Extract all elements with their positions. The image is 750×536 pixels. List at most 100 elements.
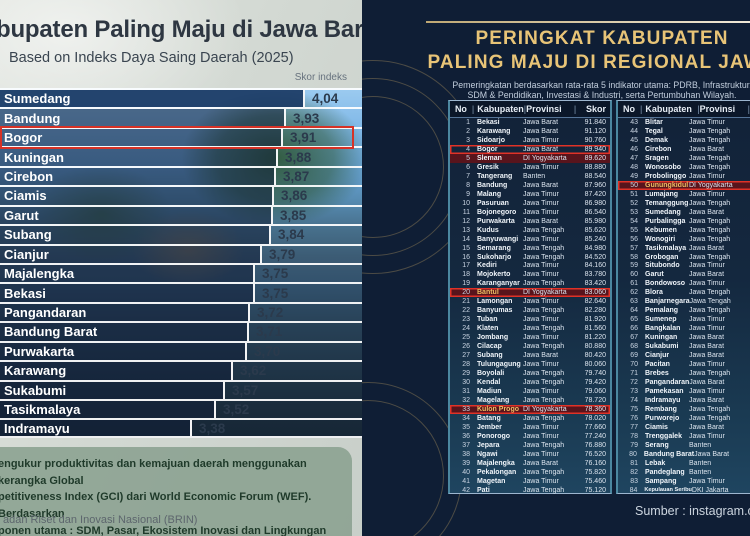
bar-label: Pangandaran [4, 305, 87, 321]
table-row: 39 Majalengka Jawa Barat 76.160 [450, 459, 610, 468]
rank-cell: 69 [630, 352, 638, 360]
chart-row: Bekasi 3,75 [0, 282, 362, 302]
provinsi-cell: Jawa Timur [523, 262, 559, 270]
kabupaten-cell: Sragen [645, 154, 669, 162]
provinsi-cell: Jawa Timur [689, 190, 725, 198]
provinsi-cell: Jawa Tengah [523, 486, 565, 494]
rank-cell: 28 [462, 361, 470, 369]
provinsi-cell: Jawa Tengah [523, 397, 565, 405]
provinsi-cell: Jawa Timur [689, 361, 725, 369]
bar-label: Subang [4, 227, 52, 243]
rank-cell: 36 [462, 432, 470, 440]
rank-cell: 35 [462, 423, 470, 431]
skor-cell: 84.160 [584, 262, 606, 270]
provinsi-cell: Jawa Barat [689, 397, 725, 405]
provinsi-cell: Jawa Tengah [523, 226, 565, 234]
provinsi-cell: Banten [523, 172, 546, 180]
bar-score: 3,79 [269, 246, 296, 262]
kabupaten-cell: Purwakarta [477, 217, 515, 225]
rank-cell: 41 [462, 477, 470, 485]
table-row: 19 Karanganyar Jawa Tengah 83.420 [450, 279, 610, 288]
provinsi-cell: DI Yogyakarta [523, 154, 567, 162]
rank-cell: 17 [462, 262, 470, 270]
table-row: 37 Jepara Jawa Tengah 76.880 [450, 441, 610, 450]
bar-label: Bandung Barat [4, 324, 98, 340]
rank-cell: 77 [630, 423, 638, 431]
provinsi-cell: Jawa Barat [689, 271, 725, 279]
rank-cell: 9 [466, 190, 470, 198]
bar-label: Karawang [4, 363, 67, 379]
provinsi-cell: Jawa Barat [689, 145, 725, 153]
header-cell: Skor [585, 104, 606, 114]
kabupaten-cell: Kudus [477, 226, 499, 234]
provinsi-cell: Jawa Timur [523, 423, 559, 431]
kabupaten-cell: Kulon Progo [477, 405, 519, 413]
rank-cell: 52 [630, 199, 638, 207]
bar-label: Sukabumi [4, 382, 67, 398]
kabupaten-cell: Gresik [477, 163, 499, 171]
provinsi-cell: Jawa Barat [689, 208, 725, 216]
rank-cell: 18 [462, 271, 470, 279]
skor-cell: 79.420 [584, 379, 606, 387]
kabupaten-cell: Sidoarjo [477, 136, 506, 144]
table-row: 40 Pekalongan Jawa Tengah 75.820 [450, 468, 610, 477]
provinsi-cell: Jawa Timur [523, 136, 559, 144]
bar-score: 3,91 [290, 130, 317, 146]
rank-cell: 63 [630, 298, 638, 306]
rank-cell: 23 [462, 316, 470, 324]
kabupaten-cell: Cianjur [645, 352, 670, 360]
kabupaten-cell: Jember [477, 423, 502, 431]
source-instagram: Sumber : instagram.com [635, 504, 750, 518]
table-row: 73 Pamekasan Jawa Timur [618, 387, 750, 396]
kabupaten-cell: Sumenep [645, 316, 677, 324]
table-row: 17 Kediri Jawa Timur 84.160 [450, 262, 610, 271]
table-row: 21 Lamongan Jawa Timur 82.640 [450, 297, 610, 306]
provinsi-cell: Jawa Timur [523, 334, 559, 342]
table-row: 56 Wonogiri Jawa Tengah [618, 235, 750, 244]
rank-cell: 37 [462, 441, 470, 449]
skor-cell: 79.740 [584, 370, 606, 378]
table-row: 12 Purwakarta Jawa Barat 85.980 [450, 217, 610, 226]
provinsi-cell: Jawa Barat [523, 181, 559, 189]
kabupaten-cell: Bandung [477, 181, 508, 189]
provinsi-cell: Jawa Tengah [523, 280, 565, 288]
provinsi-cell: Jawa Tengah [689, 414, 731, 422]
skor-cell: 81.220 [584, 334, 606, 342]
table-row: 42 Pati Jawa Tengah 75.120 [450, 486, 610, 495]
kabupaten-cell: Brebes [645, 370, 669, 378]
provinsi-cell: Jawa Timur [523, 163, 559, 171]
kabupaten-cell: Garut [645, 271, 664, 279]
kabupaten-cell: Lamongan [477, 298, 513, 306]
kabupaten-cell: Klaten [477, 325, 499, 333]
kabupaten-cell: Pemalang [645, 307, 679, 315]
kabupaten-cell: Trenggalek [645, 432, 682, 440]
kabupaten-cell: Rembang [645, 405, 677, 413]
table-row: 71 Brebes Jawa Tengah [618, 369, 750, 378]
skor-cell: 78.020 [584, 414, 606, 422]
kabupaten-cell: Kebumen [645, 226, 677, 234]
table-row: 75 Rembang Jawa Tengah [618, 405, 750, 414]
table-row: 41 Magetan Jawa Timur 75.460 [450, 477, 610, 486]
bar: Sumedang [0, 90, 305, 108]
skor-cell: 82.640 [584, 298, 606, 306]
provinsi-cell: Jawa Timur [689, 316, 725, 324]
kabupaten-cell: Mojokerto [477, 271, 511, 279]
bar-score: 3,85 [280, 207, 307, 223]
skor-cell: 75.460 [584, 477, 606, 485]
rank-cell: 20 [462, 289, 470, 297]
kabupaten-cell: Bogor [477, 145, 498, 153]
table-row: 31 Madiun Jawa Timur 79.060 [450, 387, 610, 396]
provinsi-cell: Jawa Barat [523, 352, 559, 360]
rank-cell: 44 [630, 127, 638, 135]
table-row: 11 Bojonegoro Jawa Timur 86.540 [450, 208, 610, 217]
chart-row: Karawang 3,62 [0, 360, 362, 380]
chart-row: Bandung 3,93 [0, 107, 362, 127]
kabupaten-cell: Indramayu [645, 397, 681, 405]
provinsi-cell: Jawa Timur [523, 316, 559, 324]
rank-cell: 49 [630, 172, 638, 180]
table-row: 60 Garut Jawa Barat [618, 270, 750, 279]
skor-cell: 79.060 [584, 388, 606, 396]
rank-cell: 54 [630, 217, 638, 225]
rank-cell: 81 [630, 459, 638, 467]
provinsi-cell: Jawa Timur [689, 280, 725, 288]
